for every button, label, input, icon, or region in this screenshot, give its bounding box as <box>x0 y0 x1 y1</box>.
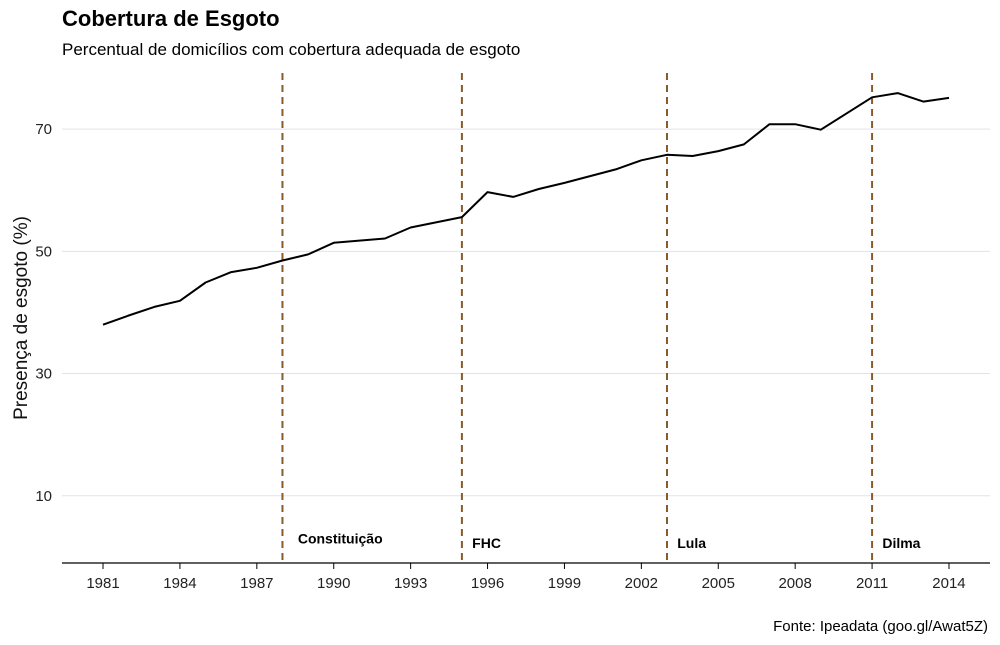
y-tick-label: 50 <box>35 243 52 260</box>
data-point <box>769 123 771 125</box>
data-point <box>743 143 745 145</box>
data-point <box>281 260 283 262</box>
data-point <box>948 97 950 99</box>
data-point <box>666 154 668 156</box>
event-markers: Constituição FHC Lula Dilma <box>281 73 921 563</box>
y-tick-label: 30 <box>35 366 52 383</box>
event-label: Lula <box>677 535 706 551</box>
x-tick-label: 2014 <box>932 575 965 592</box>
y-axis-label: Presença de esgoto (%) <box>11 216 32 420</box>
data-point <box>922 101 924 103</box>
x-tick-label: 2005 <box>702 575 735 592</box>
series-line <box>102 92 950 326</box>
data-point <box>307 253 309 255</box>
data-point <box>230 271 232 273</box>
data-point <box>820 129 822 131</box>
event-label: Dilma <box>882 535 920 551</box>
grid-lines <box>62 128 990 497</box>
data-point <box>461 216 463 218</box>
x-tick-label: 1981 <box>86 575 119 592</box>
data-point <box>256 267 258 269</box>
data-point <box>410 227 412 229</box>
data-point <box>128 315 130 317</box>
chart-title: Cobertura de Esgoto <box>62 6 280 31</box>
y-tick-label: 70 <box>35 121 52 138</box>
data-point <box>205 282 207 284</box>
x-tick-label: 2002 <box>625 575 658 592</box>
data-point <box>563 182 565 184</box>
data-point <box>615 168 617 170</box>
data-point <box>640 159 642 161</box>
plot-area <box>102 92 950 326</box>
x-tick-label: 1999 <box>548 575 581 592</box>
x-tick-label: 1993 <box>394 575 427 592</box>
chart-subtitle: Percentual de domicílios com cobertura a… <box>62 40 521 59</box>
x-tick-label: 1984 <box>163 575 196 592</box>
data-point <box>794 123 796 125</box>
x-tick-label: 1987 <box>240 575 273 592</box>
data-point <box>717 150 719 152</box>
x-tick-label: 1996 <box>471 575 504 592</box>
chart-caption: Fonte: Ipeadata (goo.gl/Awat5Z) <box>773 618 988 635</box>
data-point <box>692 155 694 157</box>
event-label: Constituição <box>298 531 383 547</box>
data-point <box>871 96 873 98</box>
data-point <box>333 242 335 244</box>
data-point <box>897 92 899 94</box>
data-point <box>102 324 104 326</box>
y-axis-ticks: 10 30 50 70 <box>35 121 52 505</box>
event-label: FHC <box>472 535 501 551</box>
data-point <box>153 306 155 308</box>
y-tick-label: 10 <box>35 488 52 505</box>
data-point <box>179 300 181 302</box>
data-point <box>487 191 489 193</box>
data-point <box>538 188 540 190</box>
data-point <box>384 238 386 240</box>
x-tick-label: 1990 <box>317 575 350 592</box>
data-point <box>512 196 514 198</box>
x-tick-label: 2008 <box>778 575 811 592</box>
x-tick-label: 2011 <box>856 575 888 592</box>
x-axis-ticks: 1981 1984 1987 1990 1993 1996 1999 2002 2005 2008… <box>86 563 966 592</box>
